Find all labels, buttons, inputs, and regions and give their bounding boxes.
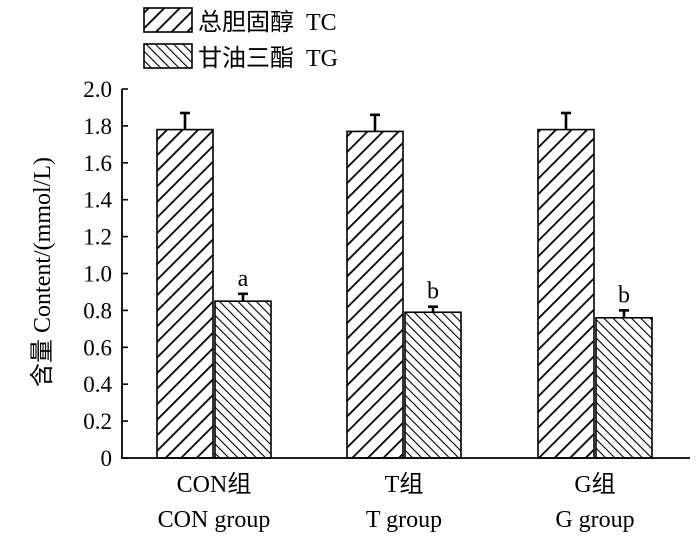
y-tick-label: 0.2 [83, 409, 112, 434]
legend-swatch [143, 7, 193, 33]
x-tick-label: G组 [574, 471, 615, 498]
significance-label: b [618, 282, 630, 308]
x-tick-label: T组 [385, 471, 424, 498]
y-axis-label: 含量 Content/(mmol/L) [29, 157, 56, 387]
x-tick-label: CON组 [177, 471, 252, 498]
y-tick-label: 1.6 [83, 151, 112, 176]
legend-label: 甘油三酯 TG [198, 45, 338, 72]
bar-tg [595, 316, 653, 459]
y-tick-label: 0.4 [83, 372, 112, 397]
axes [121, 89, 690, 459]
y-axis-ticks: 0 0.2 0.4 0.6 0.8 1.0 1.2 1.4 1.6 1.8 2.0 [83, 77, 128, 471]
y-tick-label: 0.6 [83, 335, 112, 360]
x-axis-labels: CON组 CON group T组 T group G组 G group [158, 471, 635, 533]
legend: 总胆固醇 TC 甘油三酯 TG [143, 7, 338, 72]
x-tick-label: T group [366, 507, 442, 533]
bar-tg [404, 311, 462, 459]
legend-swatch [143, 43, 193, 69]
y-tick-label: 1.0 [83, 262, 112, 287]
significance-label: b [427, 279, 439, 305]
x-tick-label: CON group [158, 507, 271, 533]
y-tick-label: 0.8 [83, 298, 112, 323]
y-tick-label: 1.4 [83, 188, 112, 213]
significance-label: a [238, 266, 249, 292]
x-tick-label: G group [555, 507, 634, 533]
bar-tc [537, 128, 595, 459]
y-tick-label: 1.2 [83, 225, 112, 250]
y-tick-label: 2.0 [83, 77, 112, 102]
bar-tc [156, 128, 214, 459]
y-tick-label: 1.8 [83, 114, 112, 139]
bar-tg [214, 300, 272, 459]
legend-label: 总胆固醇 TC [198, 9, 337, 36]
bar-tc [346, 130, 404, 459]
y-tick-label: 0 [101, 446, 113, 471]
